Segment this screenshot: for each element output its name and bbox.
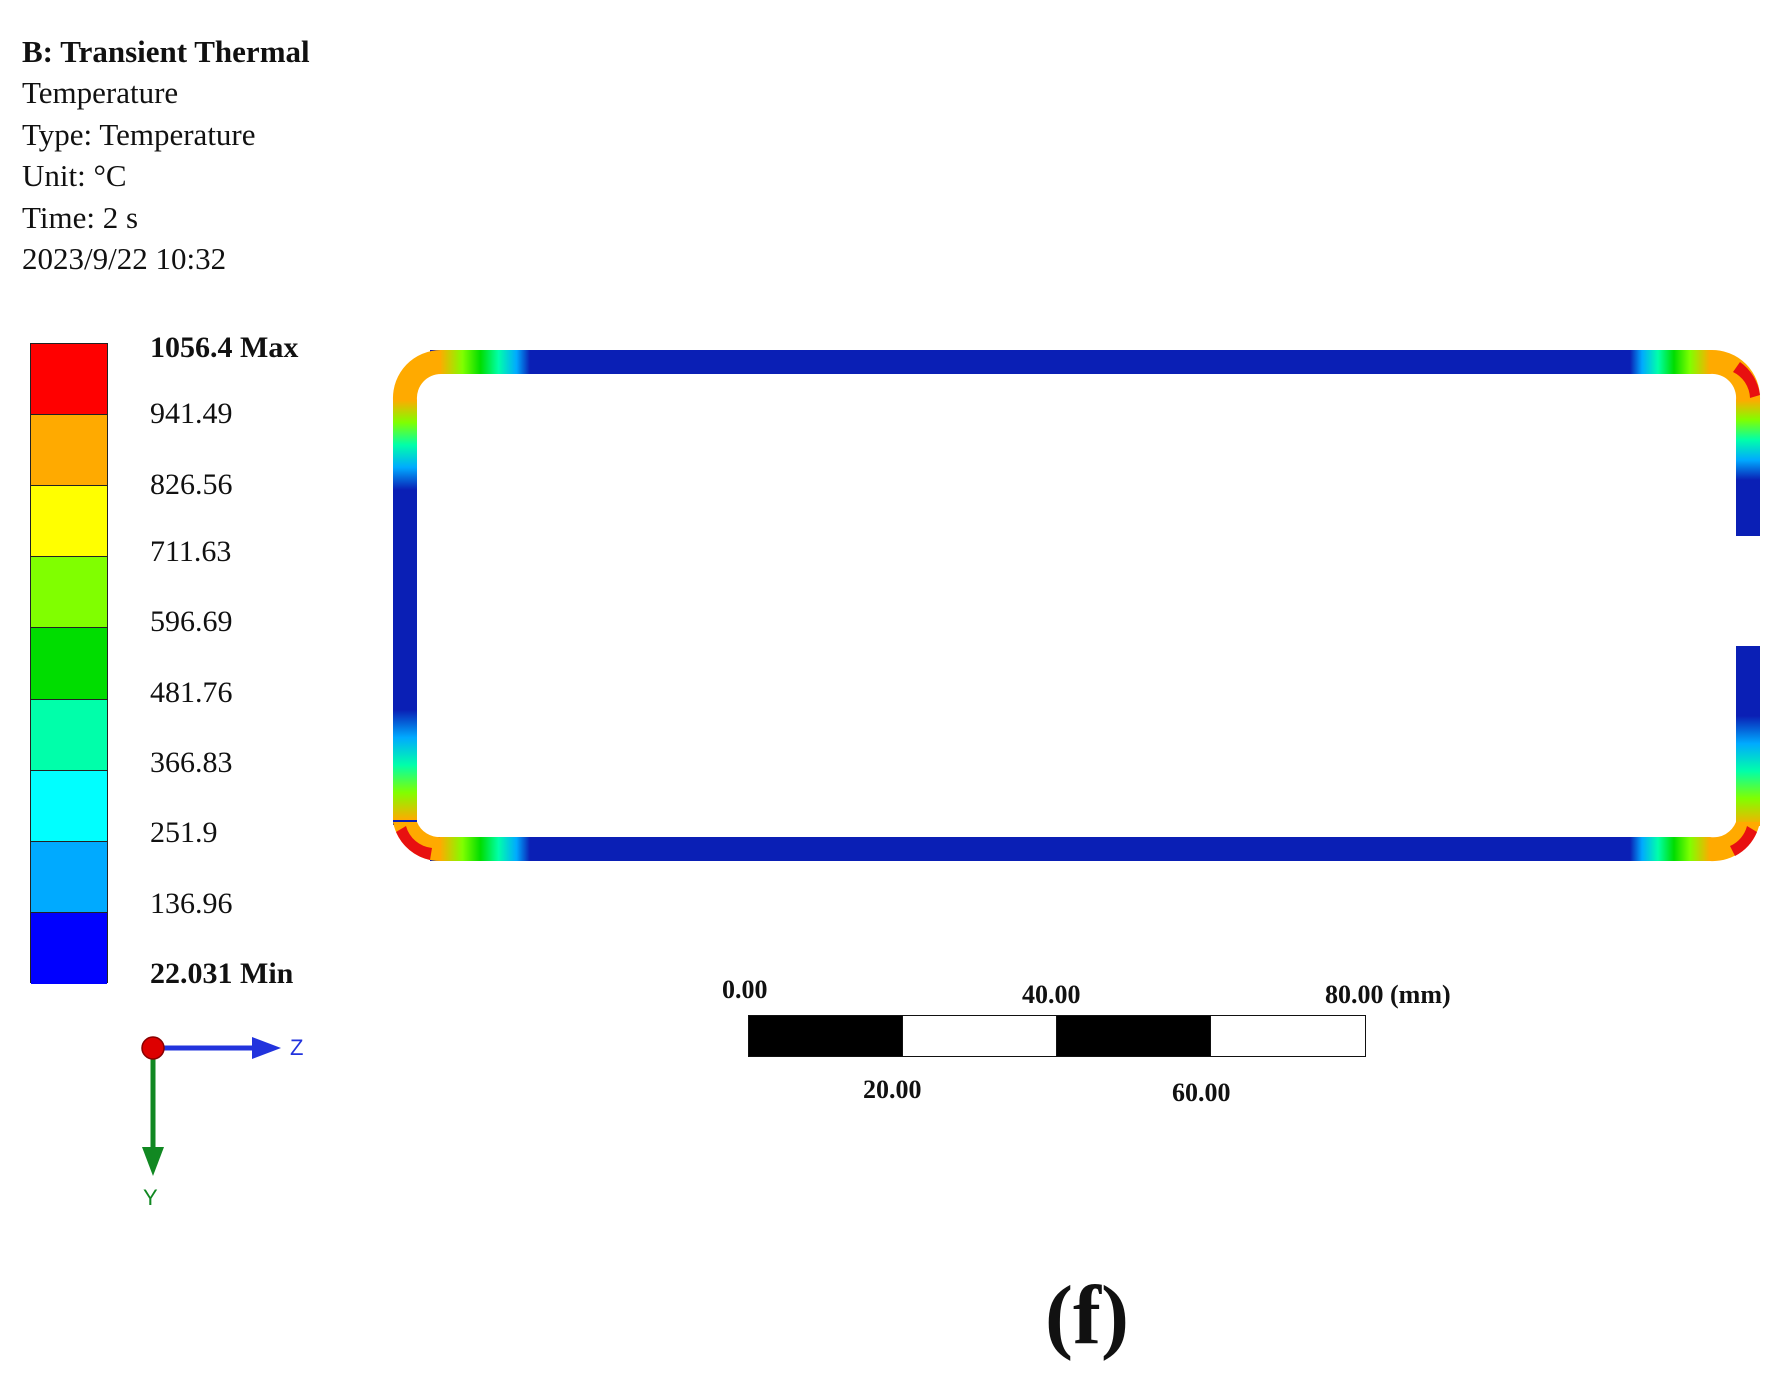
legend-swatch bbox=[31, 557, 107, 629]
corner-top-right bbox=[1710, 349, 1761, 400]
panel-label: (f) bbox=[1045, 1269, 1129, 1362]
legend-level-label: 136.96 bbox=[150, 887, 233, 920]
legend-swatch bbox=[31, 699, 107, 771]
bottom-wall-right-gradient bbox=[1630, 837, 1710, 861]
scale-top-label: 0.00 bbox=[722, 975, 768, 1004]
corner-top-left bbox=[392, 349, 441, 400]
scale-segment-black bbox=[1056, 1015, 1212, 1057]
legend-swatch bbox=[31, 770, 107, 842]
scale-segment-white bbox=[902, 1015, 1058, 1057]
legend-level-label: 826.56 bbox=[150, 468, 233, 501]
left-wall-top-gradient bbox=[393, 400, 417, 490]
result-date: 2023/9/22 10:32 bbox=[22, 241, 227, 276]
right-wall-top-gradient bbox=[1736, 400, 1760, 480]
legend-max-label: 1056.4 Max bbox=[150, 331, 299, 364]
scale-top-label: 40.00 bbox=[1022, 980, 1081, 1009]
z-axis-label: Z bbox=[290, 1035, 304, 1060]
result-unit: Unit: °C bbox=[22, 158, 127, 193]
legend-swatch bbox=[31, 415, 107, 487]
top-wall-right-gradient bbox=[1630, 350, 1710, 374]
legend-swatch bbox=[31, 841, 107, 913]
scale-segment-white bbox=[1210, 1015, 1366, 1057]
color-legend-bar bbox=[30, 343, 108, 984]
legend-min-label: 22.031 Min bbox=[150, 957, 294, 990]
result-name: Temperature bbox=[22, 75, 179, 110]
result-type: Type: Temperature bbox=[22, 117, 256, 152]
legend-level-label: 711.63 bbox=[150, 535, 232, 568]
right-wall-bottom-gradient bbox=[1736, 716, 1760, 826]
bottom-wall bbox=[430, 837, 1700, 861]
legend-swatch bbox=[31, 486, 107, 558]
corner-bottom-left bbox=[393, 822, 441, 862]
legend-level-label: 366.83 bbox=[150, 746, 233, 779]
corner-top-right-hot bbox=[1733, 362, 1760, 398]
top-wall bbox=[430, 350, 1700, 374]
legend-swatch bbox=[31, 628, 107, 700]
scale-bottom-label: 60.00 bbox=[1172, 1078, 1231, 1107]
result-time: Time: 2 s bbox=[22, 200, 139, 235]
scale-top-label: 80.00 (mm) bbox=[1325, 980, 1451, 1009]
scale-bottom-label: 20.00 bbox=[863, 1075, 922, 1104]
y-axis-label: Y bbox=[143, 1185, 158, 1210]
bottom-wall-left-gradient bbox=[440, 837, 530, 861]
legend-swatch bbox=[31, 912, 107, 984]
corner-bottom-left-hot bbox=[396, 826, 432, 860]
legend-swatch bbox=[31, 344, 107, 416]
legend-level-label: 596.69 bbox=[150, 605, 233, 638]
left-wall-bottom-gradient bbox=[393, 710, 417, 820]
legend-level-label: 251.9 bbox=[150, 816, 218, 849]
legend-level-label: 941.49 bbox=[150, 397, 233, 430]
top-wall-left-gradient bbox=[440, 350, 530, 374]
legend-level-label: 481.76 bbox=[150, 676, 233, 709]
corner-bottom-right-hot bbox=[1730, 826, 1757, 856]
scale-segment-black bbox=[748, 1015, 904, 1057]
analysis-title: B: Transient Thermal bbox=[22, 34, 310, 69]
